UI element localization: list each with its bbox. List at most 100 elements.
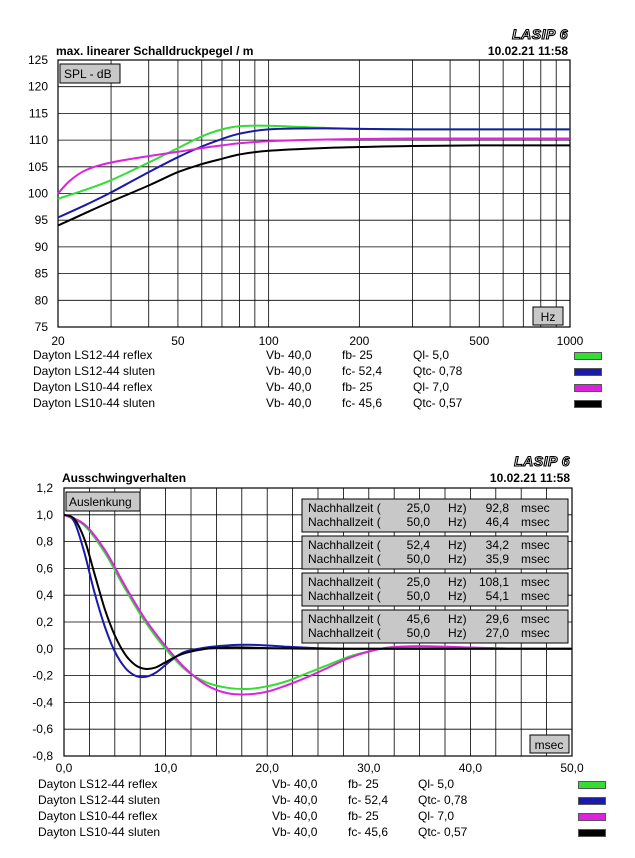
decay-value: 35,9 — [486, 552, 510, 566]
bottom-x-tick-label: 0,0 — [56, 761, 73, 775]
bottom-y-tick-label: -0,8 — [32, 749, 53, 763]
legend-series-name: Dayton LS12-44 reflex — [33, 348, 152, 362]
legend-series-name: Dayton LS12-44 reflex — [38, 777, 157, 791]
hz-badge-text: Hz — [541, 310, 556, 324]
top-chart-title: max. linearer Schalldruckpegel / m — [56, 44, 253, 58]
top-series-line-0 — [58, 126, 570, 199]
legend-frequency: fc- 45,6 — [342, 396, 382, 410]
bottom-y-tick-label: 0,4 — [36, 588, 53, 602]
decay-value: 29,6 — [486, 612, 510, 626]
bottom-y-tick-label: 0,2 — [36, 615, 53, 629]
decay-value-unit: msec — [521, 575, 550, 589]
decay-value: 34,2 — [486, 538, 510, 552]
legend-frequency: fc- 52,4 — [348, 793, 388, 807]
bottom-y-tick-label: 1,2 — [36, 481, 53, 495]
bottom-chart-datetime: 10.02.21 11:58 — [490, 471, 570, 485]
top-x-tick-label: 500 — [469, 334, 489, 348]
bottom-y-tick-label: -0,6 — [32, 722, 53, 736]
decay-hz-unit: Hz) — [448, 515, 467, 529]
decay-value-unit: msec — [521, 626, 550, 640]
top-y-tick-label: 85 — [35, 267, 49, 281]
legend-swatch — [574, 400, 602, 408]
decay-hz-unit: Hz) — [448, 612, 467, 626]
legend-q: Qtc- 0,57 — [413, 396, 462, 410]
legend-q: Qtc- 0,78 — [413, 364, 462, 378]
top-y-tick-label: 75 — [35, 320, 49, 334]
decay-value-unit: msec — [521, 612, 550, 626]
bottom-y-tick-label: 0,8 — [36, 535, 53, 549]
top-series-line-2 — [58, 138, 570, 193]
legend-swatch — [578, 813, 606, 821]
decay-value: 108,1 — [479, 575, 509, 589]
bottom-x-tick-label: 40,0 — [459, 761, 483, 775]
legend-q: Ql- 5,0 — [413, 348, 449, 362]
decay-label: Nachhallzeit ( — [308, 552, 381, 566]
legend-vb: Vb- 40,0 — [266, 348, 311, 362]
lasip-logo-top: LASIP 6 — [512, 26, 568, 42]
legend-vb: Vb- 40,0 — [272, 825, 317, 839]
decay-hz: 50,0 — [407, 589, 431, 603]
decay-value: 27,0 — [486, 626, 510, 640]
decay-label: Nachhallzeit ( — [308, 501, 381, 515]
lasip-logo-bottom: LASIP 6 — [514, 453, 570, 469]
msec-badge-text: msec — [535, 738, 564, 752]
legend-swatch — [574, 384, 602, 392]
top-y-tick-label: 115 — [29, 106, 48, 120]
decay-value: 54,1 — [486, 589, 510, 603]
top-y-tick-label: 120 — [28, 80, 48, 94]
legend-frequency: fc- 45,6 — [348, 825, 388, 839]
decay-hz-unit: Hz) — [448, 552, 467, 566]
legend-vb: Vb- 40,0 — [272, 777, 317, 791]
legend-series-name: Dayton LS12-44 sluten — [33, 364, 155, 378]
decay-hz-unit: Hz) — [448, 626, 467, 640]
decay-hz: 25,0 — [407, 575, 431, 589]
legend-swatch — [578, 781, 606, 789]
legend-q: Qtc- 0,57 — [418, 825, 467, 839]
decay-hz: 50,0 — [407, 552, 431, 566]
decay-label: Nachhallzeit ( — [308, 538, 381, 552]
legend-frequency: fb- 25 — [342, 380, 373, 394]
top-series-line-1 — [58, 128, 570, 217]
decay-value-unit: msec — [521, 515, 550, 529]
legend-vb: Vb- 40,0 — [266, 364, 311, 378]
bottom-x-tick-label: 10,0 — [154, 761, 178, 775]
bottom-y-tick-label: -0,4 — [32, 695, 53, 709]
decay-hz-unit: Hz) — [448, 538, 467, 552]
top-x-tick-label: 50 — [171, 334, 185, 348]
top-y-tick-label: 95 — [35, 213, 49, 227]
legend-frequency: fb- 25 — [348, 809, 379, 823]
decay-value-unit: msec — [521, 552, 550, 566]
bottom-y-tick-label: -0,2 — [32, 669, 53, 683]
decay-value-unit: msec — [521, 589, 550, 603]
bottom-x-tick-label: 50,0 — [560, 761, 584, 775]
legend-q: Ql- 7,0 — [418, 809, 454, 823]
bottom-x-tick-label: 20,0 — [256, 761, 280, 775]
decay-label: Nachhallzeit ( — [308, 515, 381, 529]
top-y-tick-label: 90 — [35, 240, 49, 254]
legend-series-name: Dayton LS10-44 reflex — [33, 380, 152, 394]
top-x-tick-label: 100 — [259, 334, 279, 348]
decay-value-unit: msec — [521, 538, 550, 552]
legend-frequency: fb- 25 — [342, 348, 373, 362]
bottom-y-tick-label: 1,0 — [36, 508, 53, 522]
decay-label: Nachhallzeit ( — [308, 589, 381, 603]
legend-vb: Vb- 40,0 — [272, 793, 317, 807]
bottom-y-tick-label: 0,0 — [36, 642, 53, 656]
legend-series-name: Dayton LS10-44 sluten — [33, 396, 155, 410]
legend-series-name: Dayton LS10-44 reflex — [38, 809, 157, 823]
legend-swatch — [578, 829, 606, 837]
legend-q: Qtc- 0,78 — [418, 793, 467, 807]
decay-value: 46,4 — [486, 515, 510, 529]
legend-frequency: fb- 25 — [348, 777, 379, 791]
legend-vb: Vb- 40,0 — [266, 380, 311, 394]
legend-swatch — [578, 797, 606, 805]
decay-hz: 50,0 — [407, 626, 431, 640]
top-y-tick-label: 105 — [28, 160, 48, 174]
legend-vb: Vb- 40,0 — [266, 396, 311, 410]
decay-hz: 52,4 — [407, 538, 431, 552]
decay-hz: 25,0 — [407, 501, 431, 515]
decay-hz: 50,0 — [407, 515, 431, 529]
decay-label: Nachhallzeit ( — [308, 575, 381, 589]
top-x-tick-label: 1000 — [557, 334, 584, 348]
